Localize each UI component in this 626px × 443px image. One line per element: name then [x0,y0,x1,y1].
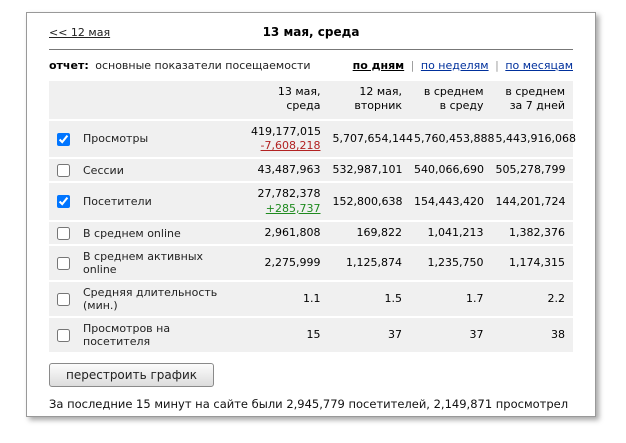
cell-value: 2,961,808 [247,221,329,245]
report-label: отчет: [49,59,89,72]
column-header-metric [79,81,247,119]
table-row-avg-duration: Средняя длительность (мин.) 1.1 1.5 1.7 … [49,282,573,317]
cell-value: 152,800,638 [328,183,410,220]
rebuild-chart-button[interactable]: перестроить график [49,363,215,388]
tab-separator: | [410,59,415,72]
row-checkbox[interactable] [56,132,70,146]
tab-separator: | [495,59,499,72]
cell-value: 1,174,315 [491,246,573,281]
date-navigation: << 12 мая 13 мая, среда [49,25,573,42]
recent-15min-note: За последние 15 минут на сайте были 2,94… [49,397,569,416]
metric-label: Просмотров на посетителя [79,318,247,353]
cell-value: 1,041,213 [410,221,492,245]
metric-label: Посетители [79,183,247,220]
period-switcher: по дням | по неделям | по месяцам [353,59,573,72]
current-date-title: 13 мая, среда [262,25,360,39]
cell-value: 5,760,453,888 [410,120,494,158]
cell-value: 5,443,916,068 [491,120,576,158]
cell-value: 1,125,874 [328,246,410,281]
row-checkbox[interactable] [56,163,70,177]
table-row-sessions: Сессии 43,487,963 532,987,101 540,066,69… [49,159,573,182]
cell-value: 15 [247,318,329,353]
cell-value: 37 [328,318,410,353]
cell-value: 540,066,690 [410,159,492,182]
stats-table: 13 мая, среда 12 мая, вторник в среднем … [49,79,576,354]
row-checkbox[interactable] [56,226,70,240]
cell-today: 27,782,378 +285,737 [247,183,329,220]
cell-value: 154,443,420 [410,183,492,220]
table-row-views-per-visitor: Просмотров на посетителя 15 37 37 38 [49,318,573,353]
previous-day-link[interactable]: << 12 мая [49,26,111,39]
table-row-views: Просмотры 419,177,015 -7,608,218 5,707,6… [49,120,576,158]
metric-label: Сессии [79,159,247,182]
tab-by-months[interactable]: по месяцам [505,59,573,72]
report-title: отчет: основные показатели посещаемости [49,59,311,72]
cell-value: 5,707,654,144 [328,120,413,158]
table-row-avg-active-online: В среднем активных online 2,275,999 1,12… [49,246,573,281]
cell-value: 1.1 [247,282,329,317]
column-header: 12 мая, вторник [328,81,410,119]
delta-link[interactable]: -7,608,218 [260,138,321,152]
metric-label: Средняя длительность (мин.) [79,282,247,317]
table-row-visitors: Посетители 27,782,378 +285,737 152,800,6… [49,183,573,220]
table-row-avg-online: В среднем online 2,961,808 169,822 1,041… [49,221,573,245]
report-name: основные показатели посещаемости [95,59,311,72]
cell-value: 27,782,378 [257,187,321,201]
cell-value: 38 [491,318,573,353]
row-checkbox[interactable] [56,293,70,307]
tab-by-days[interactable]: по дням [352,59,405,72]
row-checkbox[interactable] [56,257,70,271]
cell-value: 1,235,750 [410,246,492,281]
divider [49,49,573,50]
cell-value: 1.7 [410,282,492,317]
cell-value: 1.5 [328,282,410,317]
column-header-checkbox [49,81,79,119]
table-header-row: 13 мая, среда 12 мая, вторник в среднем … [49,81,573,119]
column-header: в среднем за 7 дней [491,81,573,119]
cell-value: 43,487,963 [247,159,329,182]
row-checkbox[interactable] [56,329,70,343]
cell-today: 419,177,015 -7,608,218 [247,120,329,158]
column-header: в среднем в среду [410,81,492,119]
cell-value: 419,177,015 [251,124,321,138]
cell-value: 169,822 [328,221,410,245]
column-header: 13 мая, среда [247,81,329,119]
cell-value: 144,201,724 [491,183,573,220]
delta-link[interactable]: +285,737 [265,201,321,215]
metric-label: В среднем online [79,221,247,245]
metric-label: В среднем активных online [79,246,247,281]
cell-value: 2.2 [491,282,573,317]
cell-value: 2,275,999 [247,246,329,281]
cell-value: 37 [410,318,492,353]
metric-label: Просмотры [79,120,247,158]
tab-by-weeks[interactable]: по неделям [420,59,489,72]
stats-panel: << 12 мая 13 мая, среда отчет: основные … [26,12,596,417]
report-header: отчет: основные показатели посещаемости … [49,59,573,72]
cell-value: 1,382,376 [491,221,573,245]
cell-value: 505,278,799 [491,159,573,182]
row-checkbox[interactable] [56,195,70,209]
cell-value: 532,987,101 [328,159,410,182]
